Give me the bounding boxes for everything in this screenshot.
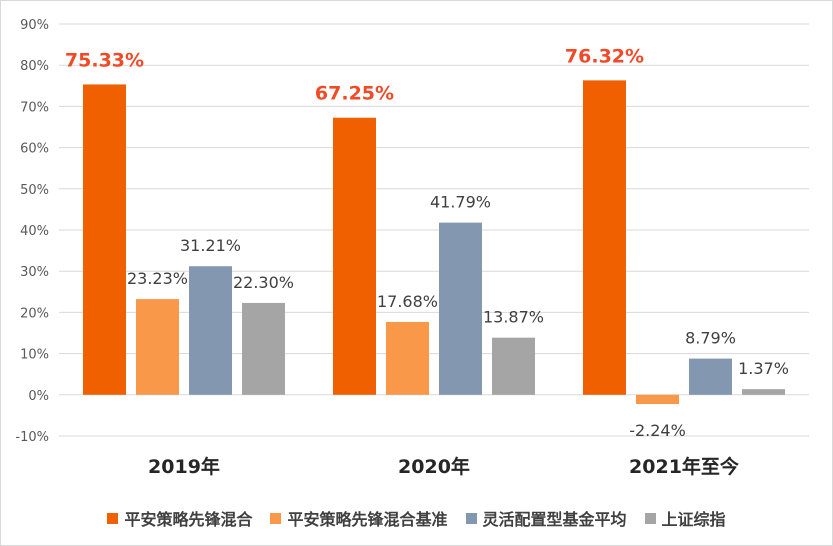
- data-label: 31.21%: [180, 236, 241, 255]
- data-label: 13.87%: [483, 308, 544, 327]
- y-tick-label: 0%: [28, 389, 49, 404]
- y-tick-label: 20%: [20, 306, 49, 321]
- bar-chart: -10% 0% 10% 20% 30% 40% 50% 60% 70% 80% 90% 75.33%…: [15, 18, 809, 478]
- x-category-label: 2021年至今: [629, 455, 739, 478]
- data-label: 8.79%: [685, 329, 736, 348]
- legend-swatch: [465, 512, 477, 524]
- bar: [439, 222, 482, 395]
- y-axis-ticks: -10% 0% 10% 20% 30% 40% 50% 60% 70% 80% 90%: [15, 18, 49, 445]
- legend-item: 平安策略先锋混合基准: [270, 506, 448, 530]
- x-category-label: 2020年: [398, 455, 470, 478]
- data-label: -2.24%: [629, 421, 686, 440]
- bar: [583, 80, 626, 395]
- legend-swatch: [270, 512, 282, 524]
- y-tick-label: 70%: [20, 100, 49, 115]
- data-label: 41.79%: [430, 193, 491, 212]
- data-label: 75.33%: [65, 49, 144, 71]
- data-label: 22.30%: [233, 273, 294, 292]
- data-label: 17.68%: [377, 292, 438, 311]
- bar: [242, 302, 285, 395]
- data-labels: 75.33% 23.23% 31.21% 22.30% 67.25% 17.68% 41.7…: [65, 45, 789, 440]
- bars: [83, 80, 785, 405]
- y-tick-label: -10%: [15, 430, 49, 445]
- legend-label: 平安策略先锋混合基准: [287, 510, 448, 529]
- data-label: 67.25%: [315, 83, 394, 105]
- legend-item: 平安策略先锋混合: [107, 506, 252, 530]
- legend-item: 灵活配置型基金平均: [465, 506, 627, 530]
- legend-item: 上证综指: [644, 506, 726, 530]
- bar: [333, 117, 376, 395]
- y-tick-label: 80%: [20, 59, 49, 74]
- x-category-label: 2019年: [148, 455, 220, 478]
- y-tick-label: 50%: [20, 183, 49, 198]
- bar: [386, 321, 429, 395]
- legend-label: 灵活配置型基金平均: [482, 510, 627, 529]
- x-axis-categories: 2019年 2020年 2021年至今: [148, 455, 739, 478]
- legend: 平安策略先锋混合 平安策略先锋混合基准 灵活配置型基金平均 上证综指: [1, 506, 832, 530]
- y-tick-label: 10%: [20, 348, 49, 363]
- legend-label: 平安策略先锋混合: [124, 510, 253, 529]
- bar: [136, 299, 179, 395]
- bar: [742, 389, 785, 395]
- bar: [689, 358, 732, 395]
- gridlines: [59, 23, 809, 437]
- data-label: 1.37%: [738, 359, 789, 378]
- legend-swatch: [644, 512, 656, 524]
- data-label: 76.32%: [565, 45, 644, 67]
- y-tick-label: 30%: [20, 265, 49, 280]
- legend-swatch: [107, 512, 119, 524]
- data-label: 23.23%: [127, 269, 188, 288]
- y-tick-label: 60%: [20, 142, 49, 157]
- bar: [492, 337, 535, 395]
- bar: [636, 394, 679, 405]
- bar: [83, 84, 126, 395]
- legend-label: 上证综指: [661, 510, 726, 529]
- y-tick-label: 90%: [20, 18, 49, 33]
- bar: [189, 266, 232, 395]
- y-tick-label: 40%: [20, 224, 49, 239]
